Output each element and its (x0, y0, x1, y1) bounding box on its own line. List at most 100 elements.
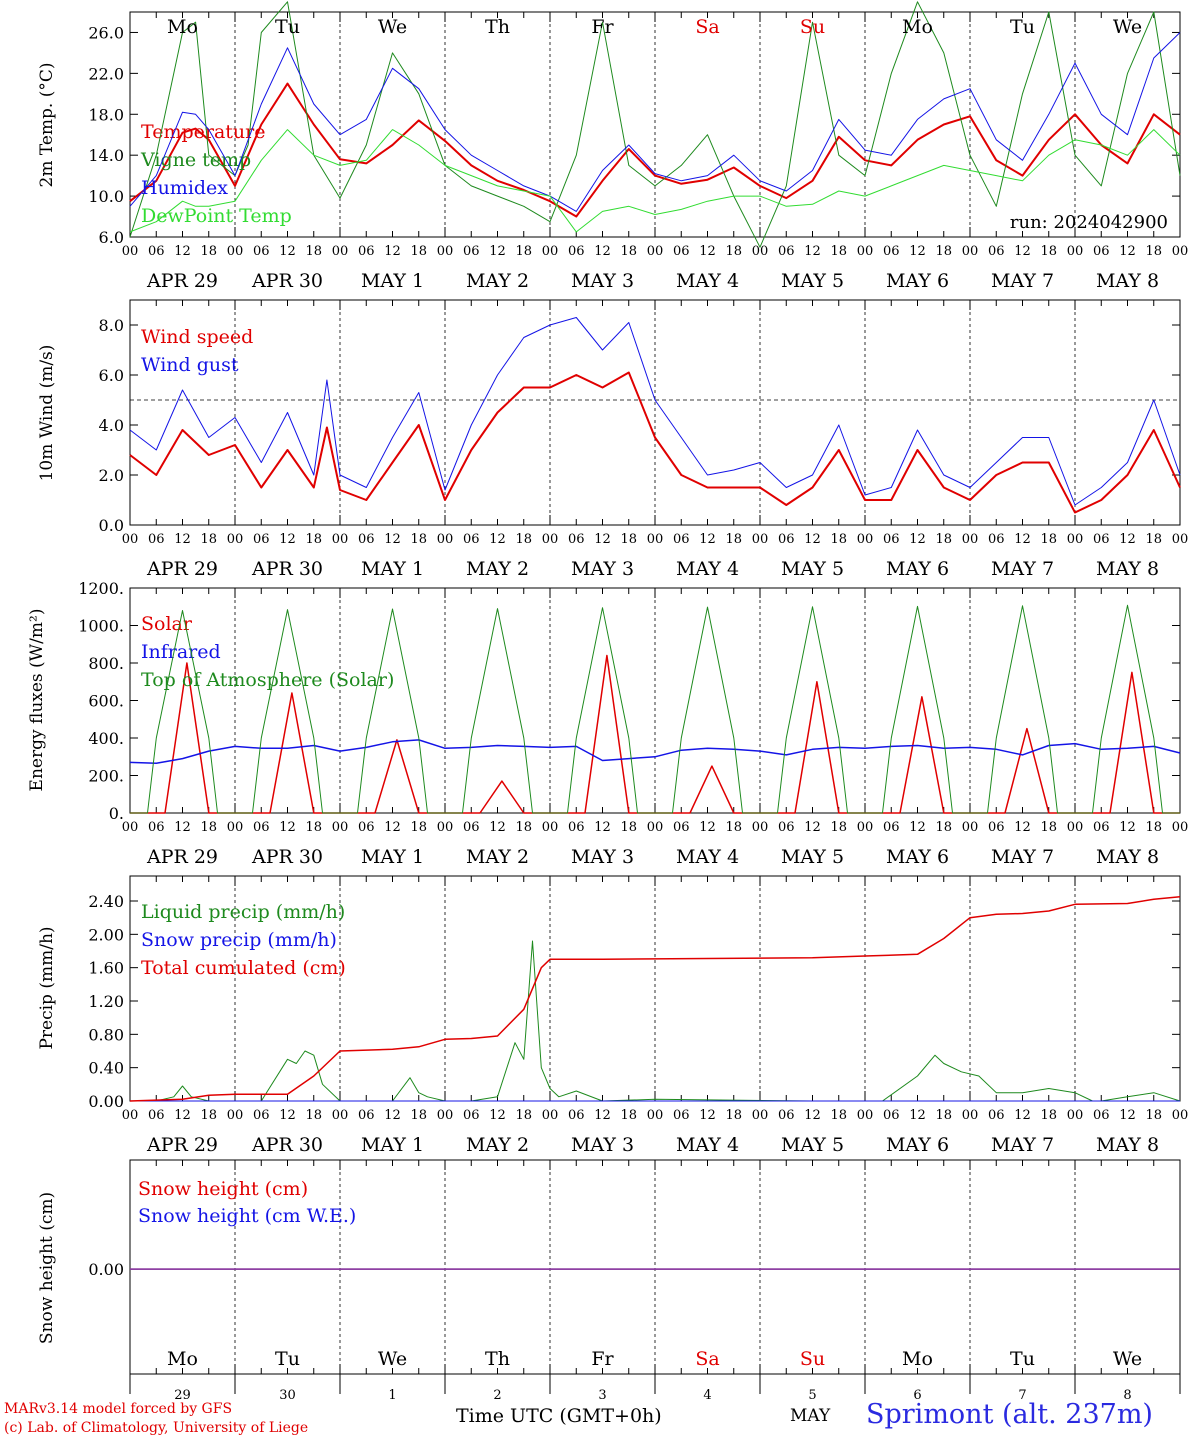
date-label: MAY 3 (571, 558, 634, 580)
legend-entry: Solar (141, 613, 193, 635)
y-tick-label: 1.60 (88, 959, 124, 978)
day-number: 3 (598, 1388, 606, 1403)
y-tick-label: 1200. (78, 579, 124, 598)
day-number: 30 (279, 1388, 296, 1403)
hour-tick-label: 06 (148, 244, 165, 259)
day-name: Su (800, 1348, 825, 1370)
day-name: Tu (1010, 16, 1035, 38)
hour-tick-label: 18 (305, 1108, 322, 1123)
hour-tick-label: 00 (227, 532, 244, 547)
day-name: Mo (167, 16, 198, 38)
hour-tick-label: 18 (200, 532, 217, 547)
hour-tick-label: 00 (857, 244, 874, 259)
hour-tick-label: 12 (174, 532, 191, 547)
hour-tick-label: 18 (410, 244, 427, 259)
y-tick-label: 0.0 (99, 516, 124, 535)
hour-tick-label: 06 (673, 244, 690, 259)
date-label: MAY 7 (991, 558, 1054, 580)
day-name: Sa (695, 1348, 719, 1370)
hour-tick-label: 00 (122, 820, 139, 835)
hour-tick-label: 18 (200, 820, 217, 835)
legend-entry: DewPoint Temp (141, 205, 292, 227)
date-label: MAY 4 (676, 1134, 739, 1156)
series-line-2 (129, 317, 1181, 506)
hour-tick-label: 00 (332, 244, 349, 259)
hour-tick-label: 12 (804, 244, 821, 259)
hour-tick-label: 18 (620, 1108, 637, 1123)
date-label: MAY 5 (781, 1134, 844, 1156)
y-tick-label: 26.0 (88, 23, 124, 42)
hour-tick-label: 06 (568, 532, 585, 547)
hour-tick-label: 12 (174, 1108, 191, 1123)
y-tick-label: 0. (109, 804, 124, 823)
hour-tick-label: 18 (830, 820, 847, 835)
hour-tick-label: 00 (332, 1108, 349, 1123)
hour-tick-label: 12 (909, 532, 926, 547)
hour-tick-label: 06 (1093, 244, 1110, 259)
legend-entry: Vigne temp (140, 149, 251, 171)
hour-tick-label: 12 (594, 244, 611, 259)
hour-tick-label: 00 (962, 532, 979, 547)
hour-tick-label: 06 (1093, 820, 1110, 835)
hour-tick-label: 18 (410, 1108, 427, 1123)
legend-entry: Liquid precip (mm/h) (141, 901, 345, 923)
hour-tick-label: 18 (410, 532, 427, 547)
day-number: 6 (913, 1388, 921, 1403)
hour-tick-label: 18 (935, 820, 952, 835)
hour-tick-label: 06 (463, 532, 480, 547)
date-label: MAY 6 (886, 1134, 949, 1156)
day-name: Tu (1010, 1348, 1035, 1370)
date-label: MAY 3 (571, 1134, 634, 1156)
y-tick-label: 2.40 (88, 892, 124, 911)
hour-tick-label: 18 (305, 532, 322, 547)
day-name: Fr (591, 16, 614, 38)
y-tick-label: 600. (88, 692, 124, 711)
y-tick-label: 0.40 (88, 1059, 124, 1078)
day-name: Th (485, 16, 510, 38)
hour-tick-label: 18 (830, 532, 847, 547)
y-tick-label: 2.0 (99, 466, 124, 485)
legend-entry: Top of Atmosphere (Solar) (141, 669, 394, 691)
hour-tick-label: 00 (647, 820, 664, 835)
legend-entry: Wind gust (141, 354, 239, 376)
hour-tick-label: 00 (542, 532, 559, 547)
hour-tick-label: 12 (1119, 532, 1136, 547)
hour-tick-label: 18 (1145, 820, 1162, 835)
hour-tick-label: 18 (935, 532, 952, 547)
day-number: 29 (174, 1388, 191, 1403)
hour-tick-label: 12 (279, 244, 296, 259)
hour-tick-label: 06 (253, 820, 270, 835)
date-label: MAY 2 (466, 558, 529, 580)
hour-tick-label: 00 (752, 1108, 769, 1123)
hour-tick-label: 12 (279, 532, 296, 547)
y-tick-label: 200. (88, 767, 124, 786)
hour-tick-label: 00 (122, 244, 139, 259)
legend-entry: Total cumulated (cm) (141, 957, 346, 979)
hour-tick-label: 06 (883, 244, 900, 259)
day-name: We (378, 16, 407, 38)
hour-tick-label: 06 (253, 1108, 270, 1123)
hour-tick-label: 06 (253, 532, 270, 547)
hour-tick-label: 06 (148, 1108, 165, 1123)
legend-entry: Snow precip (mm/h) (141, 929, 337, 951)
day-name: Tu (275, 1348, 300, 1370)
footer-month-label: MAY (790, 1406, 831, 1426)
hour-tick-label: 00 (1067, 1108, 1084, 1123)
hour-tick-label: 00 (437, 820, 454, 835)
hour-tick-label: 06 (568, 1108, 585, 1123)
hour-tick-label: 00 (857, 532, 874, 547)
hour-tick-label: 18 (305, 244, 322, 259)
date-label: MAY 6 (886, 846, 949, 868)
hour-tick-label: 00 (857, 820, 874, 835)
hour-tick-label: 00 (332, 532, 349, 547)
hour-tick-label: 18 (1040, 1108, 1057, 1123)
day-name: Tu (275, 16, 300, 38)
date-label: MAY 1 (361, 1134, 424, 1156)
hour-tick-label: 00 (227, 1108, 244, 1123)
date-label: MAY 6 (886, 270, 949, 292)
legend-entry: Infrared (141, 641, 221, 663)
y-tick-label: 2.00 (88, 925, 124, 944)
hour-tick-label: 06 (358, 244, 375, 259)
date-label: MAY 1 (361, 846, 424, 868)
hour-tick-label: 00 (647, 1108, 664, 1123)
